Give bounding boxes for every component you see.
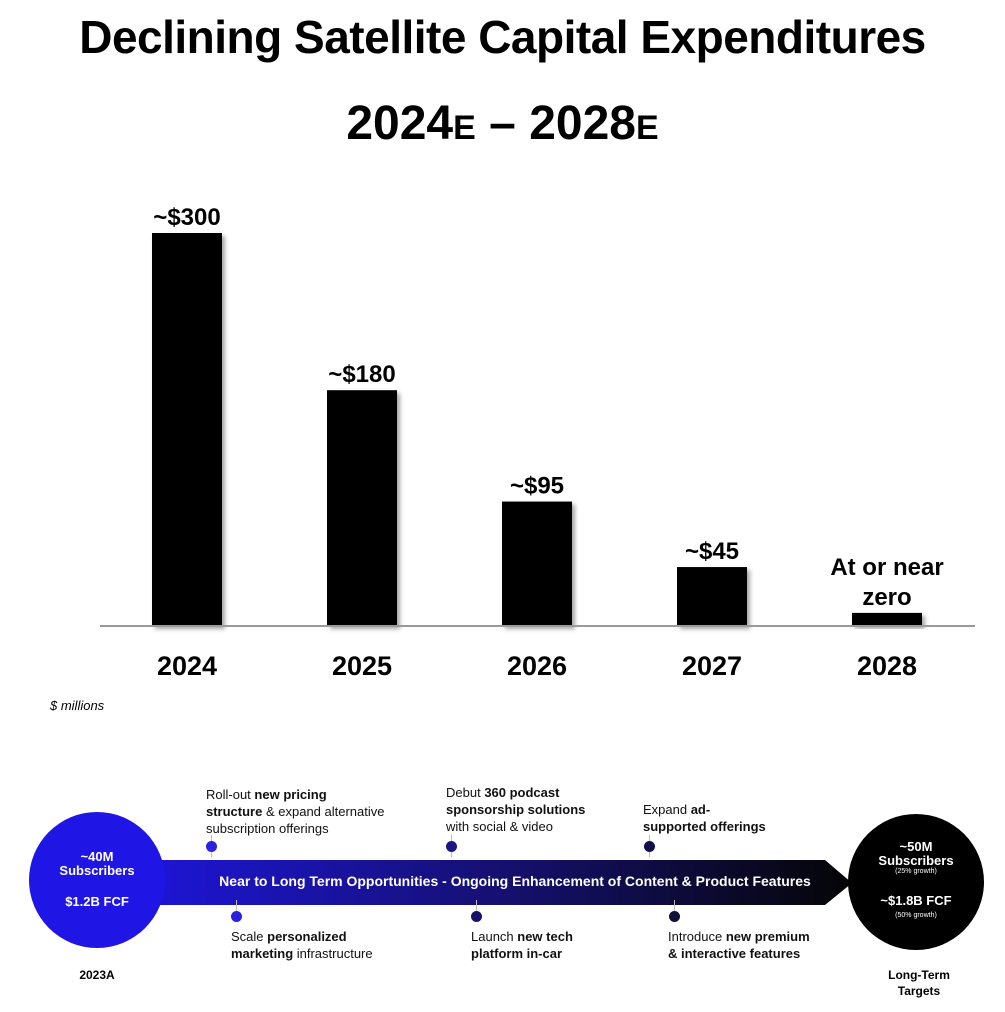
start-subscribers-value: ~40M xyxy=(80,849,114,864)
data-label-2026: ~$95 xyxy=(510,473,564,500)
page-subtitle: 2024E – 2028E xyxy=(0,96,1005,151)
milestone-dot xyxy=(644,841,655,852)
x-tick-label-2024: 2024 xyxy=(157,651,217,681)
end-subscriber-block: ~50M Subscribers xyxy=(848,840,984,868)
end-subscribers-label: Subscribers xyxy=(878,853,954,868)
milestone-top-3: Expand ad- supported offerings xyxy=(643,802,766,834)
range-end: 2028 xyxy=(529,97,636,150)
end-caption-line2: Targets xyxy=(897,984,941,998)
milestone-connector xyxy=(476,900,477,916)
end-subscribers-value: ~50M xyxy=(899,839,933,854)
data-label-2028: zero xyxy=(862,584,911,611)
x-tick-label-2027: 2027 xyxy=(682,651,742,681)
end-subscriber-growth: (25% growth) xyxy=(895,868,937,875)
page-title: Declining Satellite Capital Expenditures xyxy=(79,11,926,63)
units-note: $ millions xyxy=(50,698,105,713)
milestone-bottom-2: Launch new tech platform in-car xyxy=(471,929,573,961)
end-caption-line1: Long-Term xyxy=(888,968,950,982)
milestone-dot xyxy=(446,841,457,852)
range-start: 2024 xyxy=(346,97,454,150)
milestone-top-1: Roll-out new pricing structure & expand … xyxy=(206,787,385,836)
end-fcf-growth: (50% growth) xyxy=(895,912,937,919)
x-tick-label-2026: 2026 xyxy=(507,651,567,681)
start-subscriber-block: ~40M Subscribers xyxy=(29,850,165,878)
milestone-dot xyxy=(471,911,482,922)
start-circle: ~40M Subscribers $1.2B FCF xyxy=(29,812,165,948)
range-dash: – xyxy=(475,97,530,150)
milestone-dot xyxy=(669,911,680,922)
capex-bar-chart: ~$300 2024 ~$180 2025 ~$95 2026 ~$45 2027 At or … xyxy=(100,204,975,681)
x-tick-label-2028: 2028 xyxy=(857,651,917,681)
start-fcf: $1.2B FCF xyxy=(65,894,129,909)
data-label-2027: ~$45 xyxy=(685,538,739,565)
data-label-2028: At or near xyxy=(830,554,943,581)
range-start-suffix: E xyxy=(453,109,476,147)
data-label-2024: ~$300 xyxy=(153,204,220,231)
bar-2025 xyxy=(327,390,397,626)
milestone-bottom-3: Introduce new premium & interactive feat… xyxy=(668,929,810,961)
bar-2024 xyxy=(152,233,222,626)
range-end-suffix: E xyxy=(635,109,659,147)
bar-2028 xyxy=(852,612,922,626)
x-tick-label-2025: 2025 xyxy=(332,651,392,681)
end-caption: Long-Term Targets xyxy=(866,967,972,999)
data-label-2025: ~$180 xyxy=(328,361,395,388)
end-fcf: ~$1.8B FCF xyxy=(880,893,952,908)
bar-2026 xyxy=(502,501,572,626)
start-caption: 2023A xyxy=(79,968,115,982)
end-circle: ~50M Subscribers (25% growth) ~$1.8B FCF… xyxy=(848,814,984,950)
milestone-connector xyxy=(674,900,675,916)
roadmap-banner-text: Near to Long Term Opportunities - Ongoin… xyxy=(219,873,811,889)
milestone-dot xyxy=(231,911,242,922)
roadmap-arrow xyxy=(90,860,852,905)
milestone-dot xyxy=(206,841,217,852)
milestone-top-2: Debut 360 podcast sponsorship solutions … xyxy=(446,785,586,834)
start-subscribers-label: Subscribers xyxy=(59,863,135,878)
bar-2027 xyxy=(677,567,747,626)
milestone-connector xyxy=(236,900,237,916)
milestone-bottom-1: Scale personalized marketing infrastruct… xyxy=(231,929,373,961)
